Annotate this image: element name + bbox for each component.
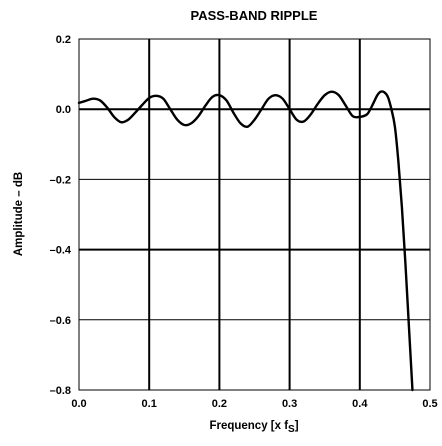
x-tick-labels: 0.0 0.1 0.2 0.3 0.4 0.5 (71, 398, 437, 410)
x-tick-label: 0.4 (352, 398, 368, 410)
x-tick-label: 0.0 (71, 398, 86, 410)
plot-frame (78, 38, 431, 391)
x-tick-label: 0.2 (212, 398, 227, 410)
grid (79, 39, 430, 390)
x-tick-label: 0.5 (422, 398, 437, 410)
x-tick-label: 0.3 (282, 398, 297, 410)
x-axis-label-main: Frequency [x f (209, 420, 288, 432)
y-tick-labels: 0.2 0.0 –0.2 –0.4 –0.6 –0.8 (50, 34, 72, 397)
ripple-curve (77, 90, 414, 392)
y-tick-label: –0.2 (50, 174, 71, 186)
y-tick-label: –0.8 (50, 385, 71, 397)
y-axis-label: Amplitude – dB (13, 172, 25, 256)
x-axis-label: Frequency [x fS] (209, 420, 298, 435)
x-axis-label-subscript: S (288, 424, 295, 435)
y-tick-label: 0.2 (56, 34, 71, 46)
chart-title: PASS-BAND RIPPLE (191, 8, 318, 23)
x-tick-label: 0.1 (142, 398, 157, 410)
y-tick-label: 0.0 (56, 104, 71, 116)
y-tick-label: –0.6 (50, 315, 71, 327)
x-axis-label-suffix: ] (295, 420, 299, 432)
y-tick-label: –0.4 (50, 245, 72, 257)
